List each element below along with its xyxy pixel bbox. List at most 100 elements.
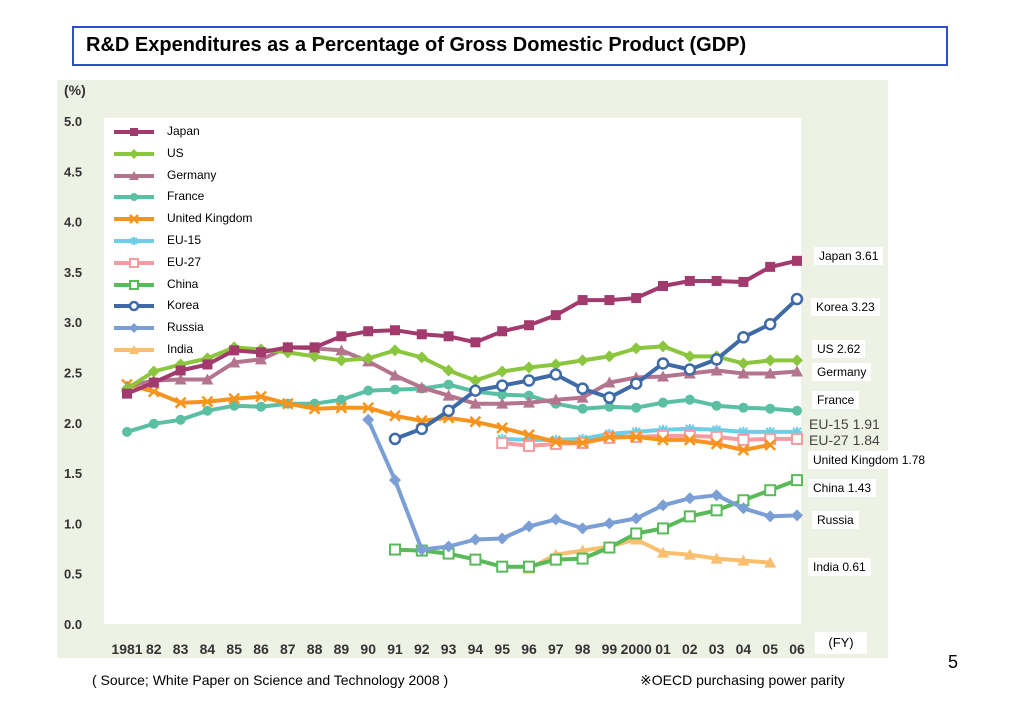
x-tick-label: 03 (709, 641, 725, 657)
data-point-germany (737, 367, 750, 379)
data-point-us (415, 351, 428, 364)
end-label-japan: Japan 3.61 (814, 247, 884, 265)
data-point-japan (202, 359, 213, 370)
y-tick-label: 3.5 (64, 265, 82, 280)
data-point-germany (228, 356, 241, 368)
data-point-germany (764, 367, 777, 379)
data-point-germany (389, 369, 401, 381)
data-point-japan (577, 295, 588, 306)
data-point-china (710, 504, 723, 517)
end-label-korea: Korea 3.23 (811, 298, 880, 316)
data-point-japan (390, 325, 400, 336)
data-point-us (683, 350, 696, 363)
x-tick-label: 87 (280, 641, 296, 657)
data-point-china (496, 560, 509, 573)
y-unit-label: (%) (64, 82, 86, 98)
data-point-united-kingdom (523, 428, 535, 441)
legend-label: Russia (167, 320, 204, 335)
y-tick-label: 0.5 (64, 567, 82, 582)
data-point-united-kingdom (576, 437, 589, 449)
data-point-china (791, 474, 803, 487)
data-point-china (576, 552, 589, 565)
legend-swatch-marker (130, 237, 138, 245)
data-point-japan (792, 255, 802, 266)
data-point-france (765, 403, 776, 414)
x-tick-label: 95 (494, 641, 510, 657)
data-point-united-kingdom (147, 385, 160, 398)
x-tick-label: 05 (762, 641, 778, 657)
data-point-korea (522, 374, 536, 387)
data-point-eu-15 (738, 426, 749, 437)
data-point-us (496, 365, 509, 378)
data-point-france (604, 401, 615, 412)
legend-label: Germany (167, 167, 217, 182)
y-tick-label: 3.0 (64, 315, 82, 330)
data-point-united-kingdom (335, 401, 348, 414)
data-point-japan (229, 345, 240, 356)
data-point-russia (603, 517, 616, 530)
end-label-india: India 0.61 (808, 558, 871, 576)
y-tick-label: 4.0 (64, 215, 82, 230)
y-tick-label: 4.5 (64, 164, 82, 179)
legend-item-france: France (110, 187, 290, 209)
x-tick-label: 93 (441, 641, 457, 657)
x-tick-label: 94 (468, 641, 484, 657)
data-point-russia (442, 540, 455, 553)
data-point-japan (122, 388, 132, 399)
data-point-russia (362, 413, 375, 426)
legend-swatch (114, 279, 154, 290)
data-point-russia (683, 492, 696, 505)
data-point-russia (764, 510, 777, 523)
legend-label: France (167, 189, 205, 204)
data-point-france (684, 394, 695, 405)
series-china (389, 474, 803, 573)
data-point-eu-27 (496, 436, 509, 449)
data-point-united-kingdom (657, 434, 669, 446)
ppp-note: ※OECD purchasing power parity (640, 672, 845, 688)
series-line-india (528, 537, 771, 571)
data-point-china (389, 543, 401, 556)
data-point-germany (469, 397, 482, 409)
legend-swatch-marker (129, 257, 139, 268)
data-point-japan (497, 326, 508, 337)
data-point-france (577, 403, 588, 414)
data-point-united-kingdom (764, 439, 777, 451)
data-point-france (202, 405, 213, 416)
data-point-japan (282, 342, 293, 353)
data-point-korea (710, 353, 723, 366)
x-tick-label: 98 (575, 641, 591, 657)
data-point-japan (443, 331, 454, 342)
data-point-france (363, 385, 374, 396)
page-title: R&D Expenditures as a Percentage of Gros… (86, 34, 747, 56)
legend-swatch (114, 301, 154, 312)
data-point-france (175, 414, 186, 425)
data-point-india (764, 556, 777, 568)
data-point-germany (657, 370, 669, 382)
x-tick-label: 2000 (621, 641, 652, 657)
data-point-us (603, 350, 616, 363)
x-tick-label: 91 (387, 641, 403, 657)
data-point-japan (336, 331, 347, 342)
legend-swatch-marker (129, 345, 139, 354)
data-point-japan (631, 293, 642, 304)
data-point-us (657, 340, 669, 353)
legend-item-china: China (110, 275, 290, 297)
legend-swatch (114, 257, 154, 268)
data-point-japan (684, 275, 695, 286)
legend-swatch (114, 128, 154, 136)
legend-swatch-marker (129, 214, 139, 225)
x-tick-label: 02 (682, 641, 698, 657)
data-point-us (764, 354, 777, 367)
legend-swatch-marker (130, 193, 138, 202)
end-label-eu27: EU-27 1.84 (809, 432, 880, 448)
data-point-germany (415, 381, 428, 393)
y-tick-label: 1.0 (64, 516, 82, 531)
data-point-germany (791, 365, 803, 377)
data-point-china (469, 553, 482, 566)
data-point-us (362, 352, 375, 365)
data-point-us (576, 354, 589, 367)
data-point-france (443, 379, 454, 390)
legend-swatch-marker (129, 170, 139, 180)
data-point-japan (658, 280, 668, 291)
